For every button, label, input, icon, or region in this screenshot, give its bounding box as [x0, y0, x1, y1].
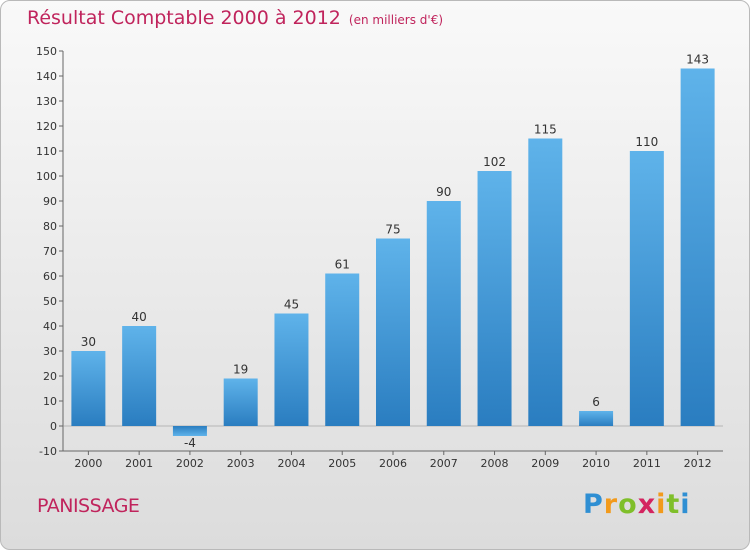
y-tick-label: 80: [43, 220, 57, 233]
y-tick-label: 140: [36, 70, 57, 83]
y-tick-label: 20: [43, 370, 57, 383]
data-label: 45: [284, 298, 299, 312]
y-tick-label: -10: [39, 445, 57, 458]
data-label: -4: [184, 436, 196, 450]
commune-name: PANISSAGE: [37, 495, 140, 517]
bar: [274, 313, 309, 426]
x-tick-label: 2005: [328, 457, 356, 470]
y-tick-label: 40: [43, 320, 57, 333]
bar: [528, 138, 563, 426]
bar: [172, 426, 207, 436]
x-tick-label: 2003: [227, 457, 255, 470]
data-label: 110: [635, 135, 658, 149]
x-tick-label: 2001: [125, 457, 153, 470]
proxiti-logo: Proxiti: [583, 489, 691, 520]
data-label: 143: [686, 53, 709, 67]
x-tick-label: 2008: [481, 457, 509, 470]
x-tick-label: 2007: [430, 457, 458, 470]
bar: [325, 273, 360, 426]
data-label: 61: [335, 258, 350, 272]
data-label: 90: [436, 185, 451, 199]
y-tick-label: 120: [36, 120, 57, 133]
data-label: 115: [534, 123, 557, 137]
x-tick-label: 2006: [379, 457, 407, 470]
bar: [477, 171, 512, 426]
y-tick-label: 50: [43, 295, 57, 308]
bar: [426, 201, 461, 426]
bar: [71, 351, 106, 426]
title-text: Résultat Comptable 2000 à 2012: [27, 7, 341, 29]
x-tick-label: 2011: [633, 457, 661, 470]
bar: [680, 68, 715, 426]
title-unit: (en milliers d'€): [348, 13, 444, 27]
data-label: 6: [592, 395, 600, 409]
data-label: 102: [483, 155, 506, 169]
data-label: 75: [385, 223, 400, 237]
x-tick-label: 2010: [582, 457, 610, 470]
data-label: 30: [81, 335, 96, 349]
chart-title: Résultat Comptable 2000 à 2012 (en millie…: [27, 7, 443, 29]
x-tick-label: 2012: [684, 457, 712, 470]
data-label: 40: [132, 310, 147, 324]
bar: [223, 378, 258, 426]
x-tick-label: 2004: [277, 457, 305, 470]
bar: [376, 238, 410, 426]
data-label: 19: [233, 363, 248, 377]
y-tick-label: 110: [36, 145, 57, 158]
x-tick-label: 2000: [74, 457, 102, 470]
y-tick-label: 60: [43, 270, 57, 283]
y-tick-label: 130: [36, 95, 57, 108]
y-tick-label: 90: [43, 195, 57, 208]
y-tick-label: 70: [43, 245, 57, 258]
bar: [629, 151, 664, 426]
x-tick-label: 2009: [531, 457, 559, 470]
y-tick-label: 100: [36, 170, 57, 183]
bar: [122, 326, 157, 426]
y-tick-label: 150: [36, 45, 57, 58]
bar: [579, 411, 614, 426]
y-tick-label: 30: [43, 345, 57, 358]
y-tick-label: 10: [43, 395, 57, 408]
y-tick-label: 0: [50, 420, 57, 433]
x-tick-label: 2002: [176, 457, 204, 470]
